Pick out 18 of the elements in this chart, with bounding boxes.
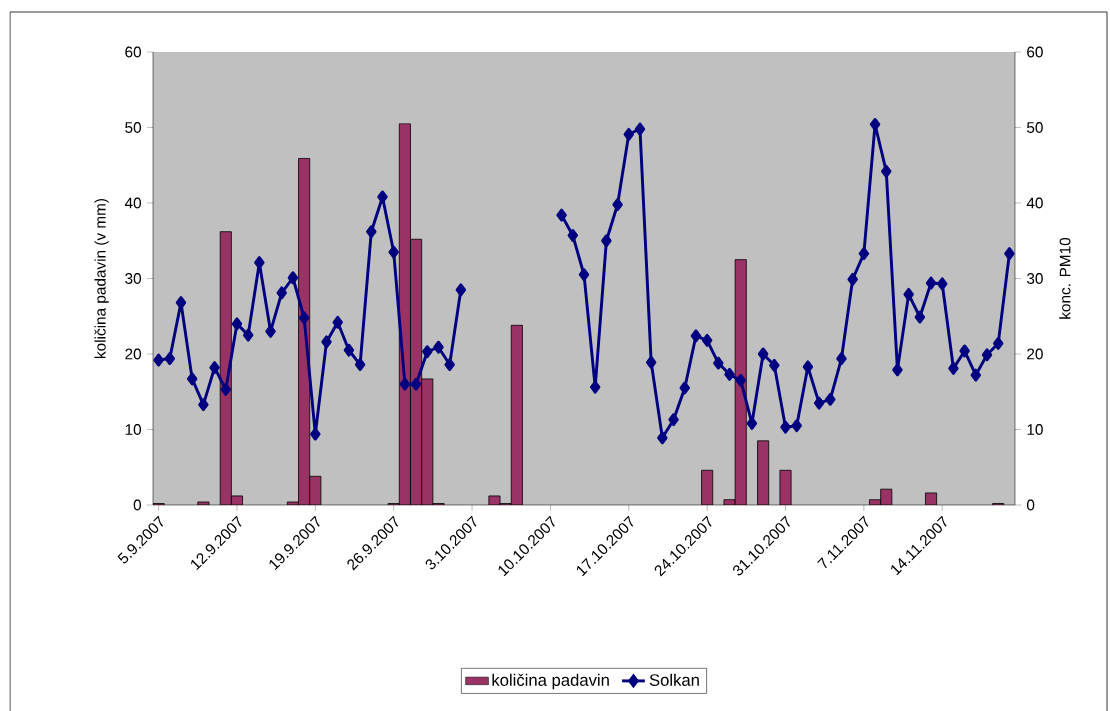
y-axis-title: količina padavin (v mm) bbox=[94, 198, 109, 358]
y2-tick-label: 20 bbox=[1027, 348, 1043, 360]
y-tick-label: 10 bbox=[125, 424, 142, 435]
y2-tick-label: 0 bbox=[1026, 499, 1035, 511]
y2-tick-label: 60 bbox=[1027, 46, 1043, 58]
y2-tick-label: 10 bbox=[1027, 424, 1043, 435]
y-tick-label: 0 bbox=[133, 499, 142, 511]
y2-tick-label: 30 bbox=[1026, 273, 1043, 284]
y-tick-label: 60 bbox=[125, 46, 142, 58]
legend-label: Solkan bbox=[649, 673, 699, 686]
y2-tick-label: 40 bbox=[1026, 197, 1043, 209]
y2-axis-title: konc. PM10 bbox=[1059, 237, 1071, 319]
y-tick-label: 40 bbox=[124, 197, 142, 209]
y-tick-label: 50 bbox=[125, 122, 142, 133]
y-tick-label: 30 bbox=[125, 273, 142, 284]
y-tick-label: 20 bbox=[125, 348, 142, 360]
y2-tick-label: 50 bbox=[1026, 122, 1043, 133]
legend-label: količina padavin bbox=[492, 673, 609, 690]
